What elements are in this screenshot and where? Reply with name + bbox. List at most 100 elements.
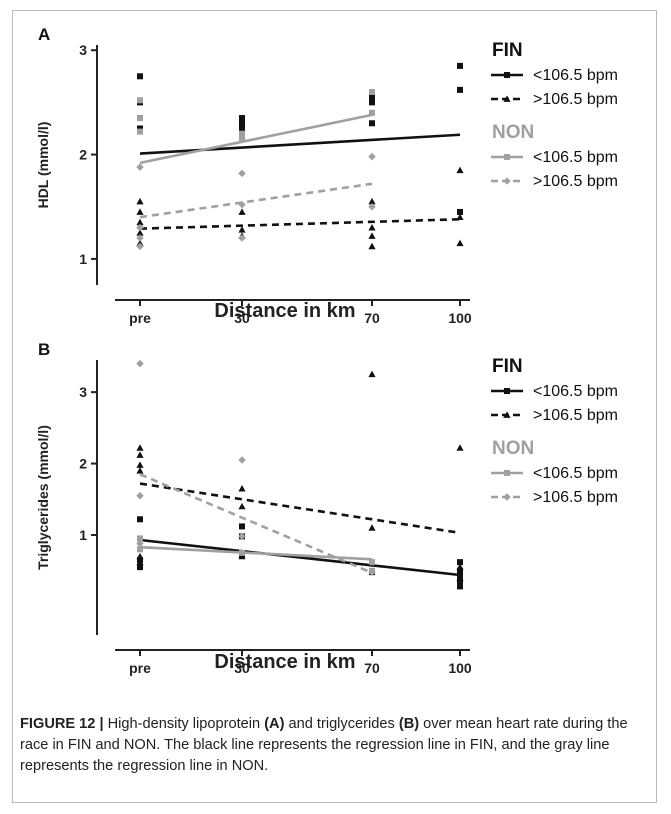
chartB-fin-series-0-point-10 — [457, 567, 463, 574]
chartA-fin-series-0-point-3 — [137, 125, 143, 132]
chartA-non-series-0-point-5 — [369, 88, 375, 95]
chartA-fin-series-1-point-2 — [136, 218, 144, 226]
chartA-non-series-0-point-1 — [137, 115, 143, 122]
caption-a-label: (A) — [264, 716, 285, 732]
chartA-legend-fin-label-0: <106.5 bpm — [533, 67, 618, 84]
chartA-x-tick-label-1: 30 — [234, 310, 250, 326]
chartA-fin-series-1-point-8 — [368, 197, 376, 205]
chartA-fin-series-0-point-10 — [457, 62, 463, 69]
chartA-legend-non-label-0: <106.5 bpm — [533, 149, 618, 166]
chartB-non-series-0-regression-line — [139, 545, 373, 561]
chartB-y-tick-label-2: 3 — [79, 384, 87, 400]
chartB-fin-series-1-point-0 — [136, 444, 144, 451]
caption-text-1: High-density lipoprotein — [103, 716, 265, 732]
chartA-fin-series-1-point-0 — [136, 197, 144, 205]
chartA-non-series-1-point-0 — [136, 163, 144, 171]
figure-frame — [12, 10, 657, 803]
chartB-legend-non-label-1: >106.5 bpm — [533, 489, 618, 506]
chartA-fin-series-1-point-6 — [238, 226, 246, 233]
chartB-x-tick-label-3: 100 — [448, 660, 472, 676]
chartA-non-series-1-point-3 — [136, 242, 144, 251]
chartB-fin-series-0-point-9 — [457, 559, 463, 566]
chartB-non-series-1-point-1 — [136, 491, 144, 500]
chartA-fin-series-1-point-10 — [368, 232, 376, 239]
chartA-fin-series-1-point-3 — [136, 229, 144, 236]
chartA-non-series-1-point-8 — [368, 202, 376, 211]
chartB-y-axis-label: Triglycerides (mmol/l) — [35, 425, 51, 570]
chartB-fin-series-1-point-7 — [238, 502, 246, 510]
chartA-fin-series-0-regression-line — [139, 133, 461, 155]
caption-figure-label: FIGURE 12 | — [20, 716, 104, 732]
chartA-y-axis-label: HDL (mmol/l) — [35, 122, 51, 209]
figure-charts: A 1 2 3 pre 30 70 100 Distance in km HDL (mmol/l)… — [35, 25, 618, 676]
chartB-legend-non-label-0: <106.5 bpm — [533, 465, 618, 482]
chartB-y-tick-label-0: 1 — [79, 527, 87, 543]
chartB-legend-fin-label-1: >106.5 bpm — [533, 407, 618, 424]
chartA-fin-series-1-regression-line — [139, 217, 461, 230]
chartA-non-series-0-point-6 — [369, 109, 375, 116]
chartB-fin-series-0-regression-line — [139, 538, 461, 577]
chartB-fin-series-1-point-1 — [136, 451, 144, 458]
chartA-fin-series-0-point-0 — [137, 73, 143, 80]
chartB-non-series-0-point-0 — [137, 535, 143, 542]
chartA-x-tick-label-2: 70 — [364, 310, 380, 326]
chartB-x-tick-label-1: 30 — [234, 660, 250, 676]
chartA-fin-series-0-point-8 — [369, 120, 375, 127]
chartA-non-series-1-point-2 — [136, 234, 144, 242]
chartA-legend-non-title: NON — [492, 122, 534, 143]
chartA-panel-label: A — [38, 25, 50, 44]
chartA-fin-series-1-point-9 — [368, 224, 376, 231]
chartB-fin-series-1-point-8 — [238, 552, 246, 560]
chartB-non-series-1-point-3 — [238, 456, 246, 464]
chartA-fin-series-1-point-14 — [456, 239, 464, 247]
chartA-non-series-0-point-4 — [239, 135, 245, 142]
chartB-legend-fin-marker-0 — [504, 388, 510, 394]
chartA-fin-series-0-point-6 — [239, 120, 245, 127]
chartA-non-series-1-point-7 — [368, 152, 376, 161]
chartB-fin-series-0-point-13 — [457, 583, 463, 590]
chartA-legend-fin-label-1: >106.5 bpm — [533, 91, 618, 108]
chartB-non-series-1-regression-line — [139, 473, 373, 575]
chartA-fin-series-0-point-5 — [239, 125, 245, 132]
chartB-fin-series-1-point-5 — [136, 558, 144, 566]
chartB-legend-fin-title: FIN — [492, 356, 523, 377]
chartB-fin-series-1-point-11 — [456, 444, 464, 451]
chartB-x-axis-label: Distance in km — [214, 651, 355, 673]
chartB-fin-series-1-point-2 — [136, 461, 144, 468]
chartA-non-series-0-point-0 — [137, 97, 143, 104]
chartA-legend-non-marker-0 — [504, 154, 510, 160]
chartA-non-series-1-point-4 — [238, 169, 246, 178]
chartB-legend-fin-marker-1 — [503, 411, 511, 418]
chartB-fin-series-1-point-6 — [238, 484, 246, 492]
chartB-fin-series-0-point-12 — [457, 578, 463, 585]
chartA-non-series-1-point-1 — [136, 223, 144, 232]
caption-text-2: and triglycerides — [284, 716, 399, 732]
figure-caption: FIGURE 12 | High-density lipoprotein (A)… — [20, 714, 650, 777]
caption-text-3: over mean heart rate during the race in … — [20, 716, 628, 774]
chartB-fin-series-0-point-3 — [137, 564, 143, 571]
chartA-fin-series-0-point-11 — [457, 86, 463, 93]
chartA-fin-series-0-point-12 — [457, 208, 463, 215]
chartA-fin-series-1-point-1 — [136, 208, 144, 215]
chartB-panel-label: B — [38, 340, 50, 359]
chartA-x-axis-label: Distance in km — [214, 300, 355, 322]
chartA-legend-fin-title: FIN — [492, 40, 523, 61]
chartA-fin-series-1-point-12 — [456, 166, 464, 174]
chartB-fin-series-1-point-13 — [456, 574, 464, 581]
chartA-y-tick-label-2: 3 — [79, 42, 87, 58]
chartA-non-series-1-point-6 — [238, 234, 246, 242]
chartA-non-series-0-point-2 — [137, 128, 143, 135]
chartB-x-tick-label-2: 70 — [364, 660, 380, 676]
chartB-fin-series-1-point-12 — [456, 563, 464, 571]
chartB-fin-series-1-regression-line — [139, 482, 461, 535]
chartB-legend-non-marker-1 — [503, 493, 511, 501]
chartB-non-series-0-point-1 — [137, 546, 143, 553]
chartB-non-series-1-point-4 — [238, 532, 246, 541]
chartA-legend-non-marker-1 — [503, 177, 511, 185]
chartA-fin-series-0-point-7 — [369, 99, 375, 106]
chartB-fin-series-1-point-3 — [136, 467, 144, 474]
chartB-non-series-0-point-3 — [369, 559, 375, 566]
chartA-legend-fin-marker-0 — [504, 72, 510, 78]
chartA-fin-series-0-point-4 — [239, 115, 245, 122]
chartA-non-series-0-regression-line — [139, 113, 373, 165]
